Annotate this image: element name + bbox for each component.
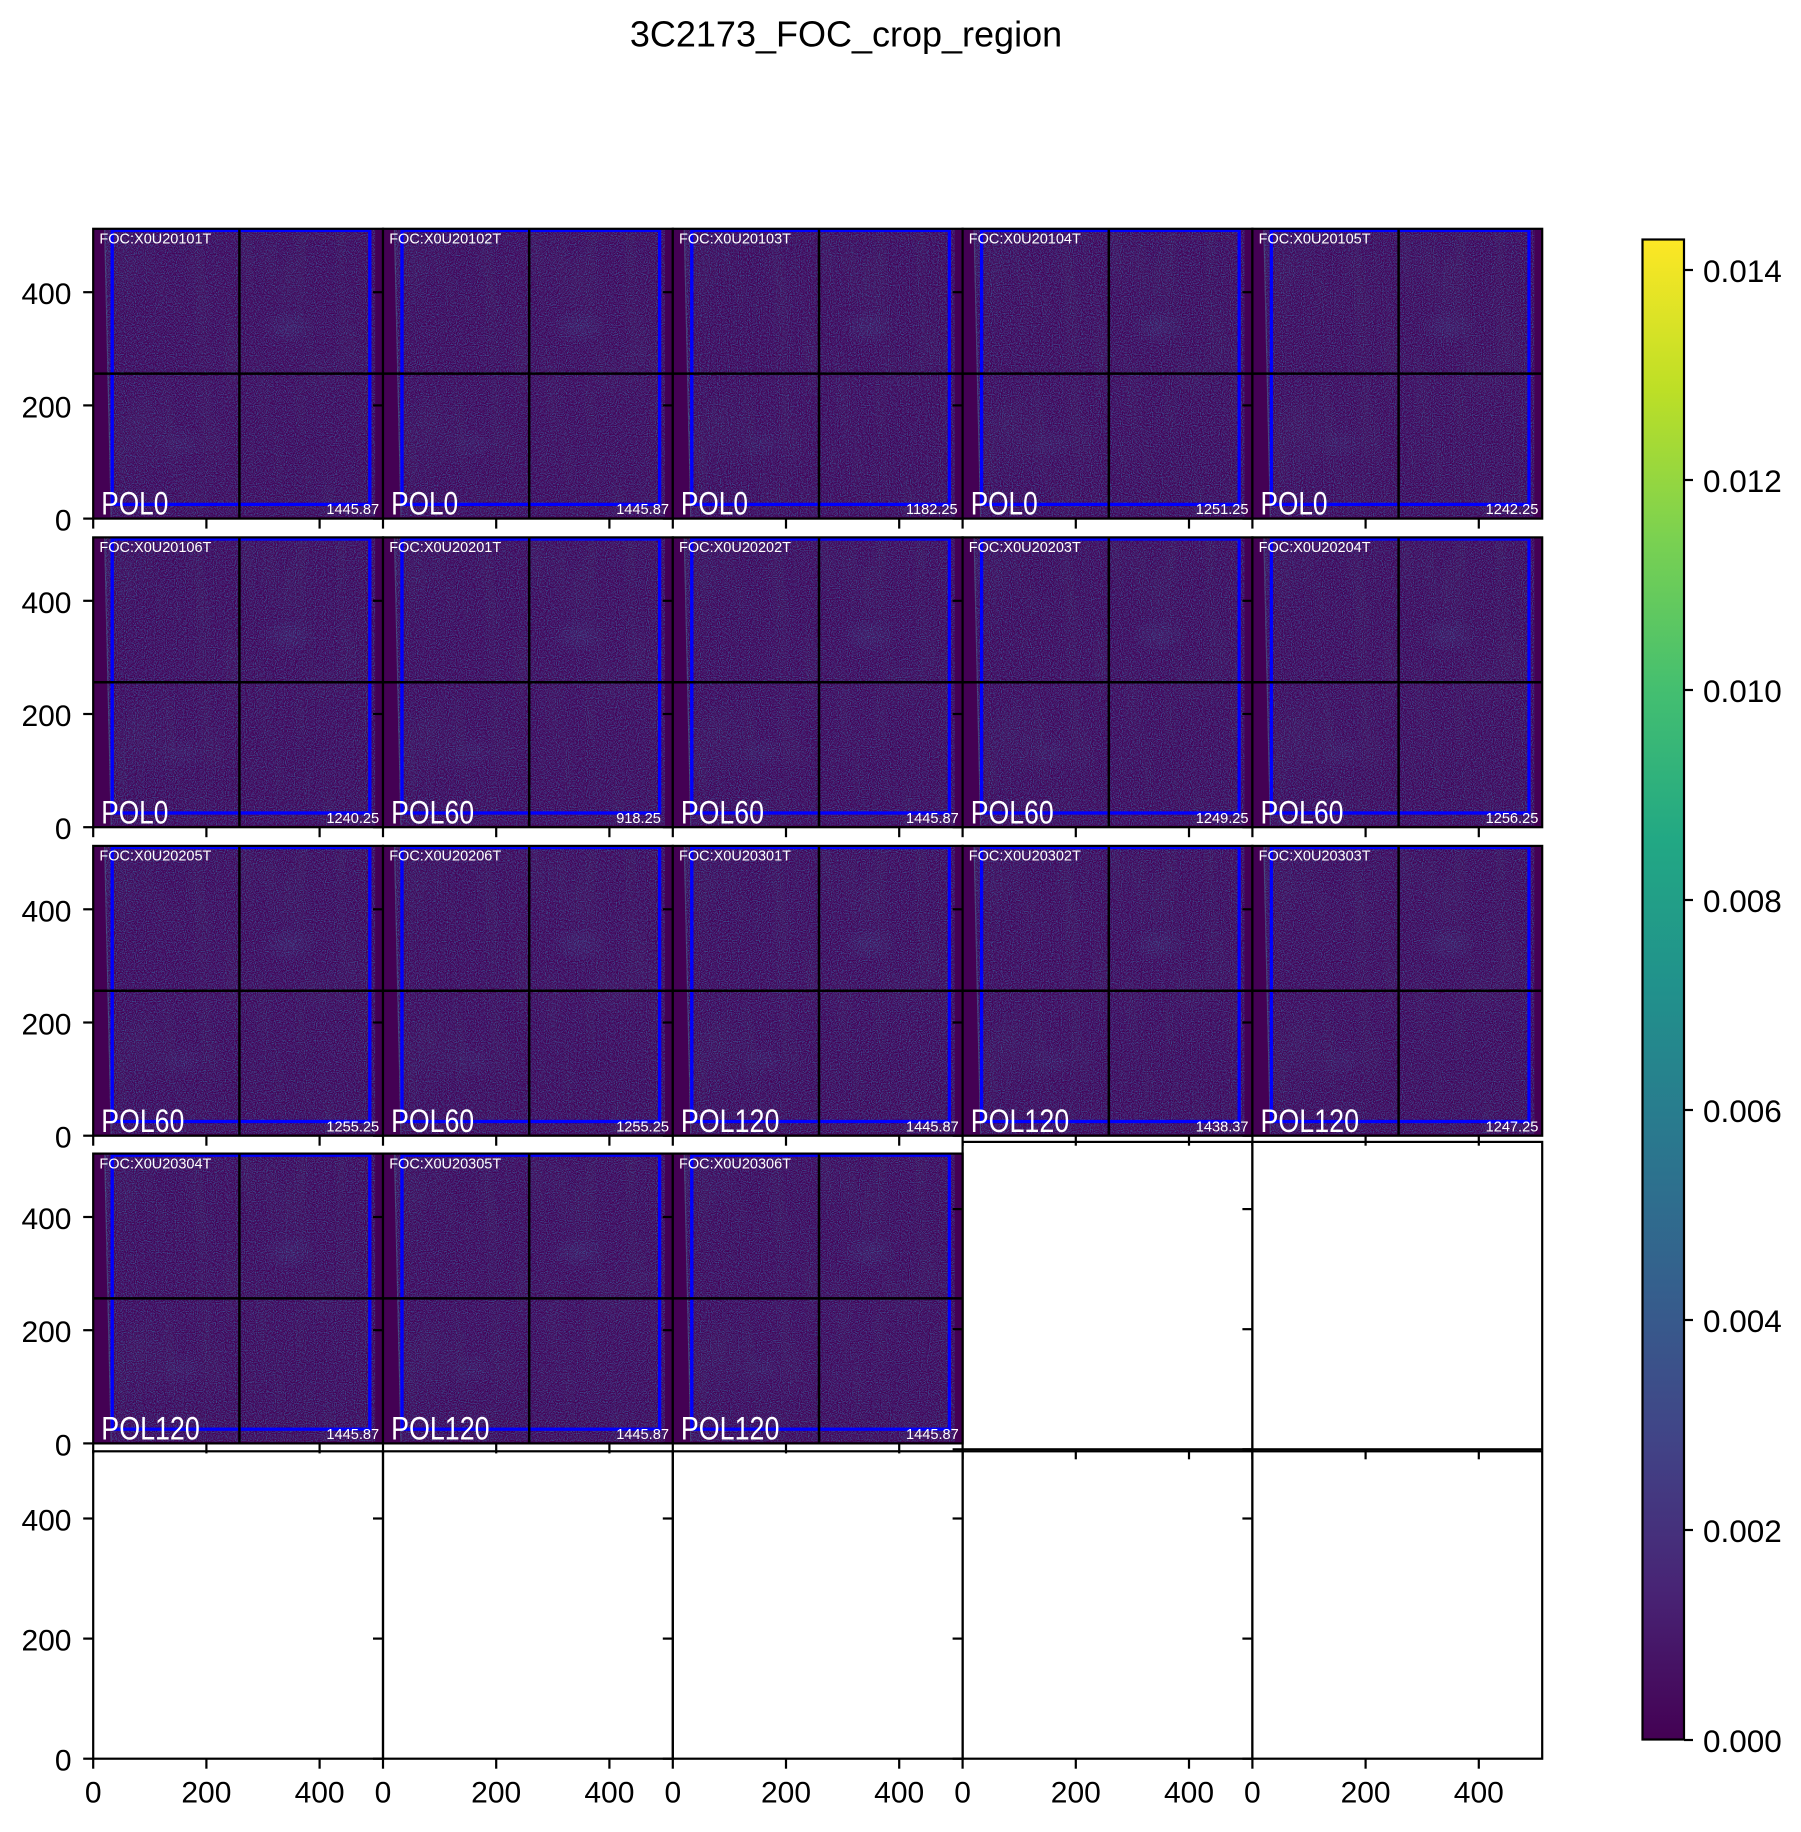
svg-text:1251.25: 1251.25 bbox=[1196, 502, 1249, 518]
svg-text:0: 0 bbox=[55, 1429, 72, 1462]
svg-text:POL120: POL120 bbox=[391, 1411, 490, 1447]
svg-text:FOC:X0U20203T: FOC:X0U20203T bbox=[969, 540, 1081, 556]
svg-text:1445.87: 1445.87 bbox=[906, 1427, 959, 1443]
svg-text:POL60: POL60 bbox=[101, 1103, 184, 1139]
svg-text:FOC:X0U20303T: FOC:X0U20303T bbox=[1259, 849, 1371, 865]
svg-text:POL0: POL0 bbox=[101, 486, 168, 522]
svg-text:POL120: POL120 bbox=[1261, 1103, 1360, 1139]
svg-text:FOC:X0U20301T: FOC:X0U20301T bbox=[679, 849, 791, 865]
svg-text:0: 0 bbox=[55, 505, 72, 538]
svg-text:POL60: POL60 bbox=[1261, 794, 1344, 830]
svg-text:POL0: POL0 bbox=[681, 486, 748, 522]
svg-text:FOC:X0U20302T: FOC:X0U20302T bbox=[969, 849, 1081, 865]
svg-text:FOC:X0U20306T: FOC:X0U20306T bbox=[679, 1156, 791, 1172]
svg-text:1445.87: 1445.87 bbox=[326, 1427, 379, 1443]
svg-text:FOC:X0U20305T: FOC:X0U20305T bbox=[389, 1156, 501, 1172]
svg-text:200: 200 bbox=[21, 1316, 71, 1349]
svg-text:200: 200 bbox=[21, 700, 71, 733]
svg-text:FOC:X0U20105T: FOC:X0U20105T bbox=[1259, 232, 1371, 248]
svg-text:POL120: POL120 bbox=[971, 1103, 1070, 1139]
svg-text:POL60: POL60 bbox=[391, 794, 474, 830]
svg-text:400: 400 bbox=[21, 895, 71, 928]
svg-text:1445.87: 1445.87 bbox=[326, 502, 379, 518]
svg-text:POL120: POL120 bbox=[101, 1411, 199, 1447]
svg-text:POL60: POL60 bbox=[681, 794, 764, 830]
svg-text:1240.25: 1240.25 bbox=[326, 811, 379, 827]
svg-text:400: 400 bbox=[21, 1203, 71, 1236]
svg-text:FOC:X0U20103T: FOC:X0U20103T bbox=[679, 232, 791, 248]
svg-text:0.012: 0.012 bbox=[1703, 463, 1782, 499]
svg-text:1445.87: 1445.87 bbox=[616, 1427, 669, 1443]
svg-text:0: 0 bbox=[55, 1745, 72, 1778]
svg-text:200: 200 bbox=[21, 1009, 71, 1042]
svg-text:200: 200 bbox=[471, 1777, 521, 1810]
svg-text:1255.25: 1255.25 bbox=[616, 1119, 669, 1135]
svg-text:POL0: POL0 bbox=[101, 794, 168, 830]
svg-text:0: 0 bbox=[664, 1777, 681, 1810]
svg-text:0: 0 bbox=[1244, 1777, 1261, 1810]
svg-text:FOC:X0U20101T: FOC:X0U20101T bbox=[99, 232, 211, 248]
svg-text:400: 400 bbox=[1454, 1777, 1504, 1810]
svg-text:1256.25: 1256.25 bbox=[1486, 811, 1539, 827]
svg-text:200: 200 bbox=[181, 1777, 231, 1810]
svg-text:0.000: 0.000 bbox=[1703, 1723, 1782, 1759]
svg-text:1445.87: 1445.87 bbox=[906, 811, 959, 827]
svg-text:400: 400 bbox=[1164, 1777, 1214, 1810]
svg-text:1445.87: 1445.87 bbox=[906, 1119, 959, 1135]
svg-text:0.010: 0.010 bbox=[1703, 673, 1782, 709]
svg-text:0.002: 0.002 bbox=[1703, 1513, 1782, 1549]
svg-text:FOC:X0U20106T: FOC:X0U20106T bbox=[99, 540, 211, 556]
svg-text:1182.25: 1182.25 bbox=[906, 502, 958, 518]
svg-text:1438.37: 1438.37 bbox=[1196, 1119, 1249, 1135]
svg-text:FOC:X0U20304T: FOC:X0U20304T bbox=[99, 1156, 211, 1172]
svg-text:POL0: POL0 bbox=[1261, 486, 1328, 522]
svg-text:FOC:X0U20104T: FOC:X0U20104T bbox=[969, 232, 1081, 248]
svg-text:400: 400 bbox=[584, 1777, 634, 1810]
svg-text:3C2173_FOC_crop_region: 3C2173_FOC_crop_region bbox=[630, 14, 1062, 55]
svg-text:0: 0 bbox=[55, 813, 72, 846]
svg-text:918.25: 918.25 bbox=[616, 811, 661, 827]
svg-text:FOC:X0U20201T: FOC:X0U20201T bbox=[389, 540, 501, 556]
svg-text:200: 200 bbox=[21, 391, 71, 424]
svg-text:400: 400 bbox=[21, 1505, 71, 1538]
svg-text:0: 0 bbox=[954, 1777, 971, 1810]
svg-text:POL0: POL0 bbox=[971, 486, 1038, 522]
svg-text:1242.25: 1242.25 bbox=[1486, 502, 1539, 518]
svg-text:1445.87: 1445.87 bbox=[616, 502, 669, 518]
svg-text:FOC:X0U20204T: FOC:X0U20204T bbox=[1259, 540, 1371, 556]
svg-text:POL60: POL60 bbox=[391, 1103, 474, 1139]
svg-text:0: 0 bbox=[375, 1777, 392, 1810]
svg-text:POL120: POL120 bbox=[681, 1103, 780, 1139]
svg-text:0.014: 0.014 bbox=[1703, 253, 1782, 289]
svg-text:200: 200 bbox=[1051, 1777, 1101, 1810]
svg-text:1255.25: 1255.25 bbox=[326, 1119, 379, 1135]
svg-text:POL120: POL120 bbox=[681, 1411, 780, 1447]
svg-text:200: 200 bbox=[21, 1625, 71, 1658]
svg-text:400: 400 bbox=[21, 278, 71, 311]
svg-text:FOC:X0U20205T: FOC:X0U20205T bbox=[99, 849, 211, 865]
svg-text:200: 200 bbox=[761, 1777, 811, 1810]
svg-text:400: 400 bbox=[874, 1777, 924, 1810]
svg-text:200: 200 bbox=[1341, 1777, 1391, 1810]
svg-text:400: 400 bbox=[295, 1777, 345, 1810]
svg-text:FOC:X0U20206T: FOC:X0U20206T bbox=[389, 849, 501, 865]
svg-text:POL0: POL0 bbox=[391, 486, 458, 522]
svg-text:0.004: 0.004 bbox=[1703, 1303, 1782, 1339]
svg-text:0: 0 bbox=[85, 1777, 102, 1810]
svg-text:0.006: 0.006 bbox=[1703, 1093, 1782, 1129]
svg-text:POL60: POL60 bbox=[971, 794, 1054, 830]
svg-text:0: 0 bbox=[55, 1122, 72, 1155]
svg-text:FOC:X0U20102T: FOC:X0U20102T bbox=[389, 232, 501, 248]
svg-text:1249.25: 1249.25 bbox=[1196, 811, 1249, 827]
svg-text:FOC:X0U20202T: FOC:X0U20202T bbox=[679, 540, 791, 556]
svg-text:1247.25: 1247.25 bbox=[1486, 1119, 1539, 1135]
svg-text:0.008: 0.008 bbox=[1703, 883, 1782, 919]
svg-text:400: 400 bbox=[21, 587, 71, 620]
